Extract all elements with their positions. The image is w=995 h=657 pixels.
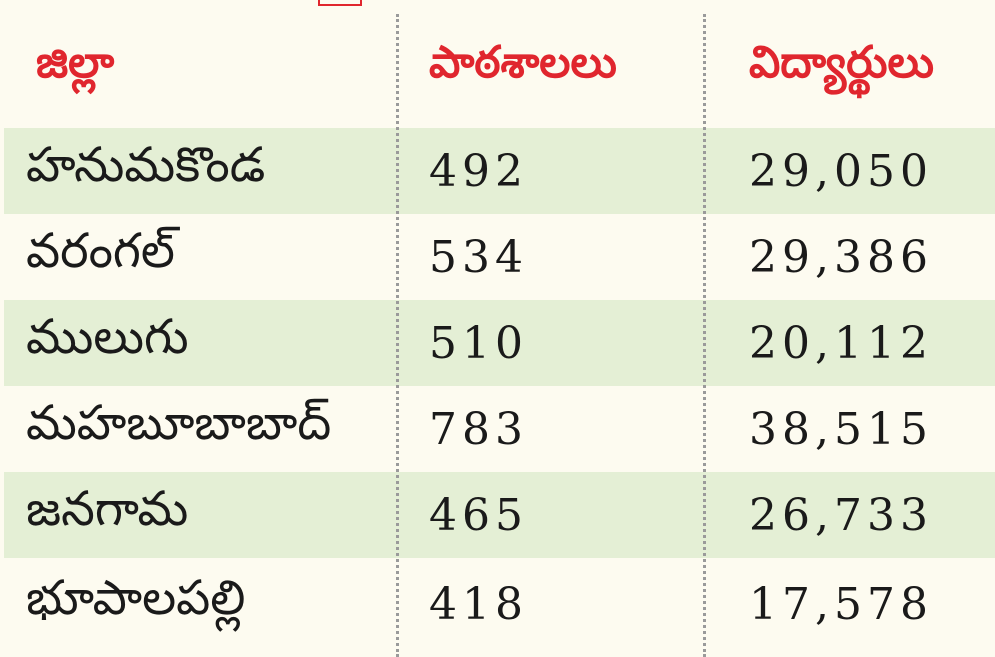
schools-count: 492 (429, 145, 528, 197)
district-name: జనగామ (26, 481, 189, 537)
header-students: విద్యార్థులు (749, 37, 934, 88)
table-row: హనుమకొండ 492 29,050 (4, 128, 995, 214)
schools-count: 510 (429, 317, 528, 369)
column-divider (396, 14, 399, 657)
students-count: 17,578 (749, 578, 933, 630)
header-schools: పాఠశాలలు (429, 37, 617, 88)
district-name: హనుమకొండ (26, 137, 266, 193)
table-row: వరంగల్ 534 29,386 (4, 214, 995, 300)
schools-count: 534 (429, 231, 528, 283)
table-row: మహబూబాబాద్ 783 38,515 (4, 386, 995, 472)
students-count: 38,515 (749, 403, 933, 455)
table-header: జిల్లా పాఠశాలలు విద్యార్థులు (4, 18, 995, 118)
header-district: జిల్లా (36, 37, 115, 88)
district-name: మహబూబాబాద్ (26, 395, 332, 451)
schools-count: 465 (429, 489, 528, 541)
students-count: 20,112 (749, 317, 933, 369)
top-marker (318, 0, 362, 6)
students-count: 26,733 (749, 489, 933, 541)
district-name: భూపాలపల్లి (26, 570, 246, 626)
column-divider (703, 14, 706, 657)
schools-count: 783 (429, 403, 528, 455)
district-name: వరంగల్ (26, 223, 175, 279)
district-name: ములుగు (26, 309, 189, 365)
table-row: భూపాలపల్లి 418 17,578 (4, 558, 995, 650)
table-row: ములుగు 510 20,112 (4, 300, 995, 386)
schools-count: 418 (429, 578, 528, 630)
table-row: జనగామ 465 26,733 (4, 472, 995, 558)
students-count: 29,050 (749, 145, 933, 197)
students-count: 29,386 (749, 231, 933, 283)
